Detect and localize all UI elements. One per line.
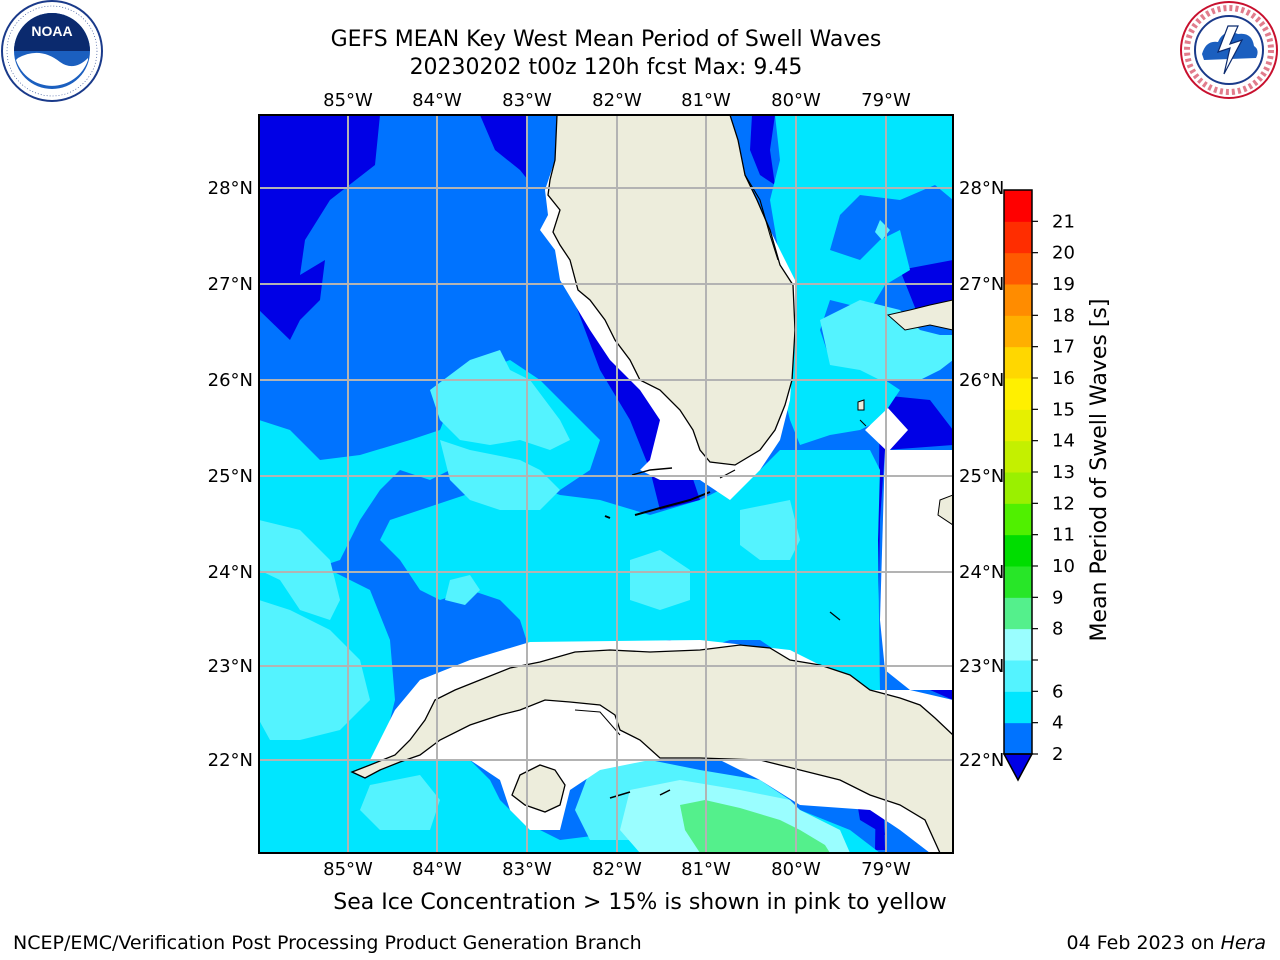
colorbar-tick-label: 12 [1052,493,1075,514]
footer-date: 04 Feb 2023 on Hera [1067,932,1266,954]
colorbar-swatch [1004,597,1032,630]
colorbar-tick-label: 9 [1052,587,1063,608]
noaa-logo: NOAA [1,0,103,102]
chart-subtitle: 20230202 t00z 120h fcst Max: 9.45 [409,55,803,80]
colorbar-swatch [1004,534,1032,567]
lon-label-top: 82°W [592,90,642,111]
chart-title: GEFS MEAN Key West Mean Period of Swell … [330,27,882,52]
colorbar-swatch [1004,440,1032,473]
footer-branch: NCEP/EMC/Verification Post Processing Pr… [13,932,642,954]
footer-date-text: 04 Feb 2023 on [1066,932,1215,954]
lat-label-right: 24°N [959,562,1004,583]
graticule [259,115,953,853]
colorbar-tick-label: 20 [1052,243,1075,264]
colorbar-swatch [1004,628,1032,661]
svg-text:NOAA: NOAA [31,23,72,39]
colorbar-swatch [1004,503,1032,536]
lon-label-bottom: 82°W [592,859,642,880]
lat-label-right: 27°N [959,274,1004,295]
lon-label-bottom: 83°W [502,859,552,880]
lat-label-left: 24°N [208,562,253,583]
colorbar-tick-label: 2 [1052,744,1063,765]
colorbar-tick-label: 13 [1052,462,1075,483]
footer-host: Hera [1220,932,1266,954]
colorbar-swatch [1004,660,1032,692]
colorbar-swatch [1004,378,1032,410]
lat-label-left: 25°N [208,466,253,487]
lon-label-bottom: 80°W [771,859,821,880]
colorbar-tick-label: 10 [1052,556,1075,577]
lon-label-bottom: 84°W [412,859,462,880]
colorbar-tick-label: 11 [1052,525,1075,546]
colorbar-tick-label: 18 [1052,305,1075,326]
colorbar-swatch [1004,691,1032,724]
colorbar-tick-label: 21 [1052,211,1075,232]
lon-label-bottom: 85°W [323,859,373,880]
lat-label-right: 22°N [959,750,1004,771]
colorbar-swatch [1004,190,1032,222]
lon-label-bottom: 79°W [861,859,911,880]
lat-label-right: 26°N [959,370,1004,391]
colorbar-swatch [1004,409,1032,442]
colorbar-tick-label: 4 [1052,713,1063,734]
lon-label-top: 80°W [771,90,821,111]
sea-ice-note: Sea Ice Concentration > 15% is shown in … [333,890,947,915]
colorbar-swatch [1004,566,1032,598]
colorbar-swatch [1004,221,1032,254]
colorbar-tick-label: 14 [1052,431,1075,452]
colorbar-tick-label: 17 [1052,337,1075,358]
swell-period-field [259,115,953,853]
lat-label-left: 26°N [208,370,253,391]
colorbar-swatch [1004,252,1032,285]
lat-label-right: 23°N [959,656,1004,677]
map-frame [258,114,954,854]
lon-label-top: 83°W [502,90,552,111]
colorbar-label: Mean Period of Swell Waves [s] [1087,299,1112,642]
colorbar-tick-label: 19 [1052,274,1075,295]
lat-label-left: 22°N [208,750,253,771]
colorbar-swatch [1004,284,1032,316]
lat-label-right: 25°N [959,466,1004,487]
colorbar-under-arrow [1002,753,1034,782]
nws-logo [1180,1,1278,99]
colorbar-swatch [1004,722,1032,755]
lat-label-right: 28°N [959,178,1004,199]
lon-label-bottom: 81°W [681,859,731,880]
lon-label-top: 85°W [323,90,373,111]
colorbar-swatch [1004,346,1032,379]
colorbar-swatch [1004,315,1032,348]
lat-label-left: 23°N [208,656,253,677]
colorbar: 2 4 6 8 9 10 11 12 13 14 15 16 17 18 19 20 21 [1002,189,1075,782]
lon-label-top: 81°W [681,90,731,111]
colorbar-swatch [1004,472,1032,504]
lat-label-left: 28°N [208,178,253,199]
lon-label-top: 79°W [861,90,911,111]
colorbar-tick-label: 8 [1052,619,1063,640]
colorbar-tick-label: 16 [1052,368,1075,389]
colorbar-tick-label: 6 [1052,681,1063,702]
lon-label-top: 84°W [412,90,462,111]
lat-label-left: 27°N [208,274,253,295]
colorbar-tick-label: 15 [1052,399,1075,420]
